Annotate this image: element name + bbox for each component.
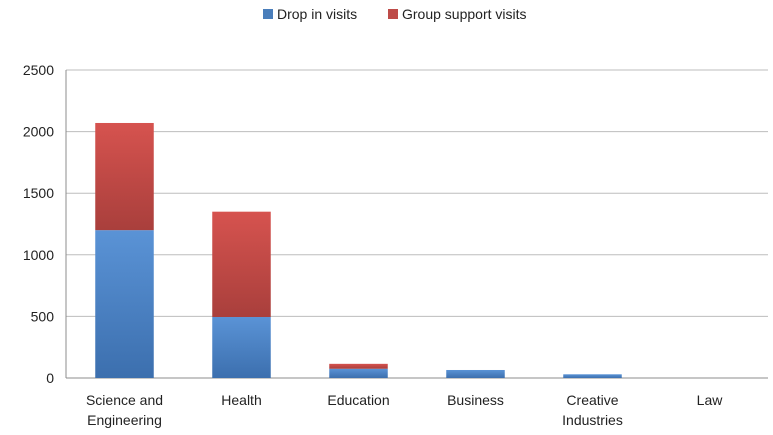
- y-tick-label: 500: [31, 308, 55, 324]
- bar-0-0: [95, 230, 154, 378]
- category-label-line: Creative: [566, 392, 618, 408]
- category-label-line: Science and: [86, 392, 163, 408]
- category-label: Business: [447, 392, 504, 408]
- bar-1-2: [329, 363, 388, 369]
- category-label: Education: [327, 392, 389, 408]
- category-label-line: Business: [447, 392, 504, 408]
- bar-0-3: [446, 369, 505, 378]
- category-label: Health: [221, 392, 261, 408]
- legend-label-0: Drop in visits: [277, 6, 357, 22]
- bars: [95, 122, 622, 378]
- bar-0-4: [563, 374, 622, 378]
- category-label-line: Engineering: [87, 412, 162, 428]
- legend-swatch-1: [388, 9, 398, 19]
- y-tick-label: 0: [46, 370, 54, 386]
- y-tick-label: 1000: [23, 247, 54, 263]
- y-tick-label: 2500: [23, 62, 54, 78]
- legend: Drop in visits Group support visits: [263, 6, 527, 22]
- category-label-line: Health: [221, 392, 261, 408]
- category-label-line: Education: [327, 392, 389, 408]
- category-label: Creative Industries: [562, 392, 623, 428]
- y-tick-label: 1500: [23, 185, 54, 201]
- category-label: Science and Engineering: [86, 392, 163, 428]
- category-label-line: Industries: [562, 412, 623, 428]
- bar-1-0: [95, 122, 154, 231]
- y-tick-label: 2000: [23, 124, 54, 140]
- legend-swatch-0: [263, 9, 273, 19]
- category-label-line: Law: [697, 392, 724, 408]
- bar-0-2: [329, 368, 388, 378]
- bar-1-1: [212, 211, 271, 318]
- axes: 0 500 1000 1500 2000 2500: [23, 62, 768, 386]
- gridlines: [66, 69, 768, 317]
- bar-0-1: [212, 317, 271, 378]
- category-labels: Science and Engineering Health Education Bus…: [86, 392, 723, 428]
- category-label: Law: [697, 392, 724, 408]
- legend-label-1: Group support visits: [402, 6, 527, 22]
